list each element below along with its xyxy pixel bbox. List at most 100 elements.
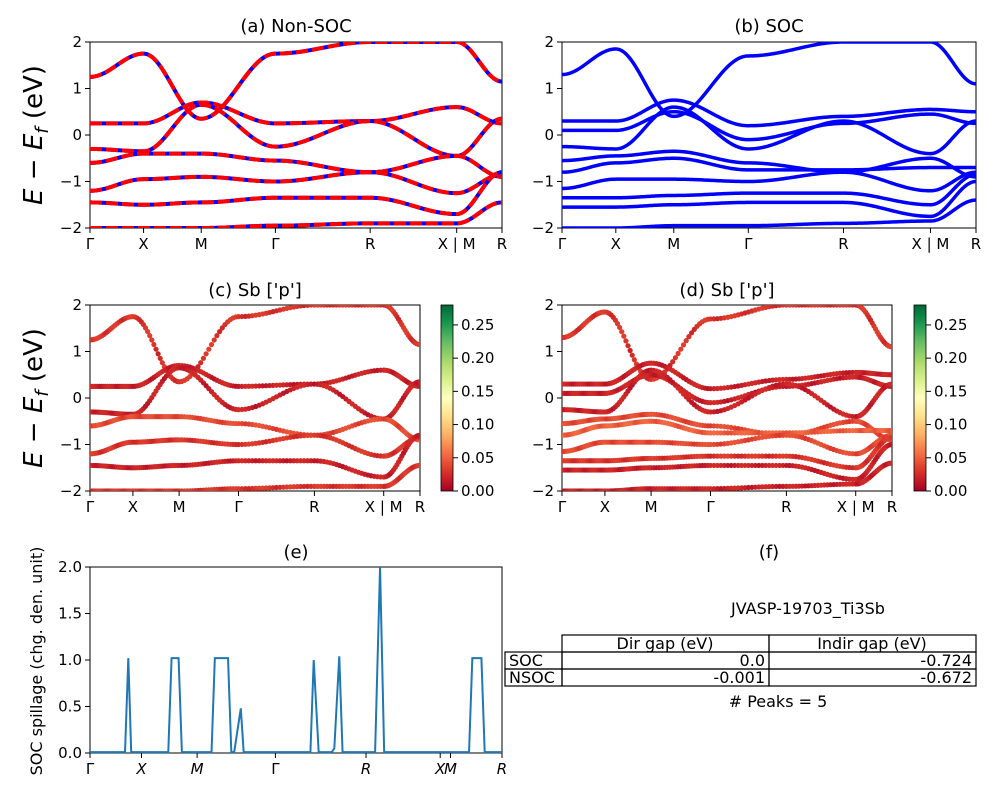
panel-a-xtick-label: Γ: [271, 235, 280, 253]
colorbar-c-tick-label: 0.05: [461, 449, 494, 467]
panel-c-xtick-label: Γ: [234, 498, 243, 516]
panel-b-xtick-label: Γ: [744, 235, 753, 253]
panel-c-ytick-label: −1: [60, 436, 82, 454]
panel-a-bands: [90, 42, 502, 228]
panel-b-frame: [561, 41, 977, 229]
panel-b-ytick-label: 2: [544, 33, 554, 51]
table-cell-nsoc-dir: -0.001: [713, 668, 765, 687]
panel-d-band-point: [678, 346, 684, 352]
spillage-y-axis-label: SOC spillage (chg. den. unit): [27, 547, 46, 776]
panel-d-points: [562, 305, 892, 491]
colorbar-c-tick-label: 0.00: [461, 482, 494, 500]
soc-band-6: [562, 170, 976, 193]
panel-c-xtick-label: M: [173, 498, 186, 516]
panel-c-band-point: [198, 360, 204, 366]
panel-d-band-point: [627, 347, 633, 354]
panel-c-ytick-label: 2: [72, 296, 82, 314]
panel-e-xtick-label: Γ: [86, 760, 95, 778]
panel-c-xtick-label: Γ: [86, 498, 95, 516]
panel-b-xtick-label: M: [667, 235, 680, 253]
panel-c-band-point: [157, 355, 163, 361]
soc-band-7: [562, 172, 976, 207]
panel-d-band-point: [672, 355, 679, 361]
panel-c-band-point: [200, 355, 206, 361]
panel-d-band-point: [629, 352, 635, 358]
y-axis-label-middle: E − Ef (eV): [19, 328, 53, 468]
table-row-label-soc: SOC: [509, 651, 543, 670]
panel-c-band-point: [211, 337, 217, 343]
panel-c-band-point: [217, 328, 223, 335]
panel-d-band-point: [680, 342, 687, 348]
panel-c-ytick-label: −2: [60, 482, 82, 500]
soc-band-3: [562, 105, 976, 156]
table-cell-nsoc-indir: -0.672: [920, 668, 972, 687]
panel-a-ytick-label: −1: [60, 173, 82, 191]
panel-c-points: [90, 305, 420, 491]
panel-e-xtick-label: M: [444, 760, 457, 778]
panel-d-band-point: [889, 434, 892, 441]
panel-e-ytick-label: 0.0: [58, 744, 82, 762]
panel-c-band-point: [208, 341, 215, 348]
soc-band-2: [562, 109, 976, 142]
panel-d-xtick-label: M: [645, 498, 658, 516]
y-axis-label-top: E − Ef (eV): [19, 65, 53, 205]
panel-c-band-point: [417, 432, 420, 438]
panel-e-xtick-label: Γ: [271, 760, 280, 778]
panel-b-ytick-label: 1: [544, 80, 554, 98]
panel-e-ytick-label: 2.0: [58, 558, 82, 576]
colorbar-c-tick-label: 0.10: [461, 416, 494, 434]
colorbar-c-tick-label: 0.15: [461, 382, 494, 400]
peaks-count-label: # Peaks = 5: [729, 692, 828, 711]
non-soc-band-overlay-5: [90, 170, 502, 217]
non-soc-band-overlay-3: [90, 151, 502, 179]
soc-band-1: [562, 98, 976, 128]
panel-b-title: (b) SOC: [734, 16, 803, 37]
panel-c-band-point: [417, 383, 420, 389]
panel-c-band-point: [151, 341, 157, 348]
panel-d-ytick-label: 0: [544, 389, 554, 407]
panel-e-ytick-label: 0.5: [58, 698, 82, 716]
panel-b-bands: [562, 42, 976, 228]
panel-d-band-point: [889, 460, 892, 466]
colorbar-d-tick-label: 0.00: [934, 482, 967, 500]
non-soc-band-overlay-1: [90, 100, 502, 126]
colorbar-d: [913, 304, 927, 492]
panel-d-xtick-label: R: [781, 498, 791, 516]
non-soc-band-2: [90, 102, 502, 158]
panel-e-xtick-label: R: [497, 760, 507, 778]
panel-c-ytick-label: 0: [72, 389, 82, 407]
panel-c-band-point: [417, 462, 420, 469]
panel-a-xtick-label: Γ: [86, 235, 95, 253]
panel-c-band-point: [155, 351, 161, 357]
panel-c-ytick-label: 1: [72, 343, 82, 361]
soc-band-0: [562, 42, 976, 119]
panel-d-band-point: [889, 372, 892, 378]
panel-b-ytick-label: −1: [532, 173, 554, 191]
panel-d-band-point: [621, 333, 627, 339]
panel-c-band-point: [145, 328, 151, 335]
non-soc-band-overlay-6: [90, 200, 502, 228]
panel-d-band-point: [625, 343, 631, 349]
panel-d-band-point: [631, 357, 637, 363]
panel-a-ytick-label: −2: [60, 219, 82, 237]
panel-c-band-point: [149, 337, 155, 343]
panel-d-xtick-label: X: [600, 498, 610, 516]
panel-b-xtick-label: X | M: [912, 235, 950, 253]
panel-d-band-point: [683, 338, 689, 344]
panel-c-band-point: [159, 360, 165, 366]
panel-f-title: (f): [759, 542, 779, 563]
table-material-title: JVASP-19703_Ti3Sb: [730, 599, 885, 619]
panel-a-frame: [89, 41, 503, 229]
panel-d-ytick-label: −2: [532, 482, 554, 500]
panel-a-ytick-label: 2: [72, 33, 82, 51]
panel-c-xtick-label: R: [309, 498, 319, 516]
colorbar-c-tick-label: 0.25: [461, 316, 494, 334]
colorbar-d-tick-label: 0.05: [934, 449, 967, 467]
table-row-label-nsoc: NSOC: [509, 668, 555, 687]
soc-band-5: [562, 156, 976, 174]
panel-e-title: (e): [283, 542, 308, 563]
non-soc-band-overlay-0: [90, 42, 502, 121]
panel-b-ytick-label: −2: [532, 219, 554, 237]
panel-c-xtick-label: R: [415, 498, 425, 516]
